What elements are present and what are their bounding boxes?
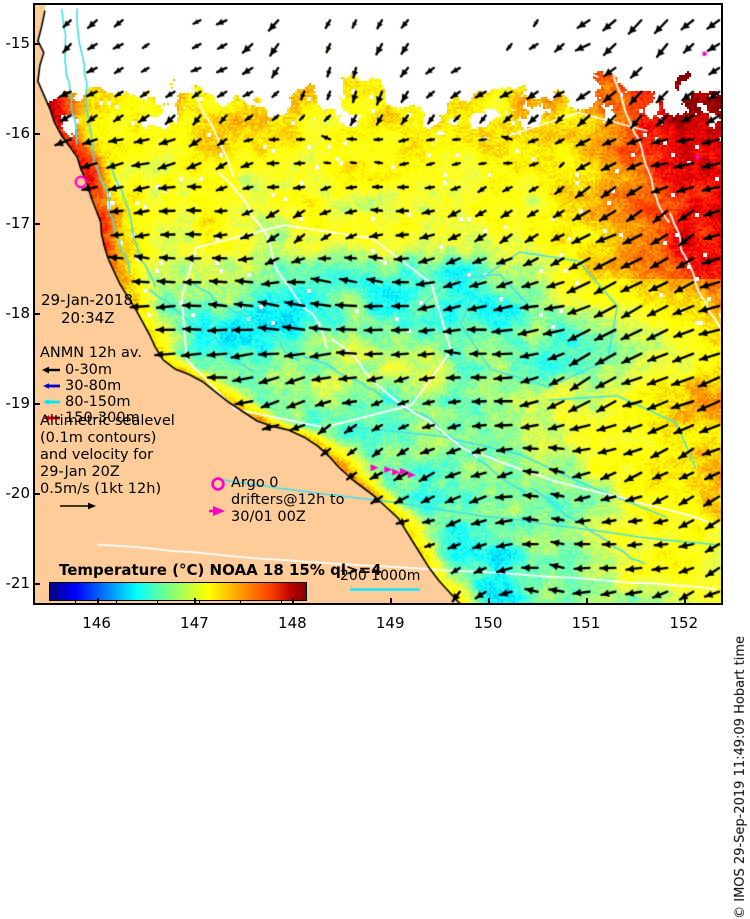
anmn-legend-item-0: 0-30m: [40, 362, 142, 378]
colorbar-tick-mark: [74, 600, 76, 603]
y-tick: [33, 223, 40, 226]
x-axis-label: 152: [669, 614, 699, 632]
colorbar-tick-label: 27: [96, 602, 136, 603]
y-axis-label: -16: [5, 124, 31, 143]
altimetry-line-4: 29-Jan 20Z: [40, 464, 120, 480]
altimetry-line-1: Altimetric sealevel: [40, 413, 175, 429]
y-axis-label: -17: [5, 214, 31, 233]
credit-block: © IMOS 29-Sep-2019 11:49:09 Hobart time: [731, 0, 749, 919]
anmn-legend-label-2: 80-150m: [65, 394, 131, 410]
velocity-scale-arrow-icon: [58, 500, 175, 517]
anmn-legend-header: ANMN 12h av.: [40, 345, 142, 361]
anmn-legend-label-1: 30-80m: [65, 378, 122, 394]
y-tick: [33, 492, 40, 495]
bathymetry-legend-line: [350, 588, 420, 591]
y-tick: [33, 582, 40, 585]
x-axis-label: 148: [278, 614, 307, 632]
y-axis-label: -15: [5, 34, 31, 53]
arrow-80-150m-icon: [40, 396, 62, 408]
x-axis-label: 151: [571, 614, 601, 632]
colorbar-tick-label: 26: [55, 602, 95, 603]
drifter-legend-labels: drifters@12h to 30/01 00Z: [231, 492, 344, 526]
y-tick: [33, 312, 40, 315]
anmn-legend-label-3: 150-300m: [65, 410, 140, 426]
velocity-and-contour-overlay: [35, 5, 721, 603]
x-tick: [390, 598, 393, 605]
y-tick: [33, 133, 40, 136]
colorbar-gradient: [49, 582, 307, 601]
arrow-150-300m-icon: [40, 412, 62, 424]
drifter-marker-icon: [207, 492, 231, 516]
credit-text: © IMOS 29-Sep-2019 11:49:09 Hobart time: [733, 636, 748, 919]
observation-date: 29-Jan-2018: [41, 291, 134, 309]
drifter-legend-line-1: drifters@12h to: [231, 492, 345, 508]
anmn-legend-item-1: 30-80m: [40, 378, 142, 394]
map-plot-frame: 29-Jan-2018 20:34Z ANMN 12h av. 0-30m: [33, 3, 723, 605]
colorbar-tick-label: 29: [179, 602, 219, 603]
y-axis-label: -21: [5, 573, 31, 592]
altimetry-line-2: (0.1m contours): [40, 430, 157, 446]
altimetry-line-3: and velocity for: [40, 447, 154, 463]
colorbar-tick-label: 28: [137, 602, 177, 603]
x-axis-label: 150: [473, 614, 503, 632]
anmn-legend-item-3: 150-300m: [40, 410, 142, 426]
colorbar-title: Temperature (°C) NOAA 18 15% ql>=4: [59, 561, 382, 579]
map-canvas-area: 29-Jan-2018 20:34Z ANMN 12h av. 0-30m: [35, 5, 721, 603]
arrow-0-30m-icon: [40, 364, 62, 376]
x-tick: [292, 598, 295, 605]
anmn-legend-item-2: 80-150m: [40, 394, 142, 410]
colorbar-tick-mark: [157, 600, 159, 603]
arrow-30-80m-icon: [40, 380, 62, 392]
anmn-mooring-legend: ANMN 12h av. 0-30m: [40, 345, 142, 426]
imos-sst-map-figure: 29-Jan-2018 20:34Z ANMN 12h av. 0-30m: [5, 0, 749, 919]
colorbar-tick-label: 31: [261, 602, 301, 603]
y-axis-label: -19: [5, 393, 31, 412]
bathymetry-legend: 200 1000m: [340, 568, 420, 591]
observation-time: 20:34Z: [61, 309, 115, 327]
x-tick: [683, 598, 686, 605]
argo-legend-row: Argo 0: [207, 475, 344, 492]
temperature-colorbar-block: Temperature (°C) NOAA 18 15% ql>=4 26272…: [43, 561, 382, 603]
colorbar-tick-mark: [281, 600, 283, 603]
argo-drifter-legend: Argo 0 drifters@12h to 30/01 00Z: [207, 475, 344, 526]
argo-float-icon: [207, 475, 231, 492]
x-tick: [585, 598, 588, 605]
colorbar-tick-mark: [239, 600, 241, 603]
y-tick: [33, 43, 40, 46]
anmn-legend-label-0: 0-30m: [65, 362, 113, 378]
x-axis-label: 146: [82, 614, 111, 632]
x-tick: [96, 598, 99, 605]
colorbar-tick-mark: [198, 600, 200, 603]
argo-legend-label: Argo 0: [231, 475, 279, 491]
y-tick: [33, 402, 40, 405]
x-axis-label: 147: [180, 614, 209, 632]
colorbar-tick-label: 30: [220, 602, 260, 603]
colorbar-tick-labels: 262728293031: [49, 600, 307, 603]
bathymetry-legend-label: 200 1000m: [340, 568, 421, 584]
drifter-legend-line-2: 30/01 00Z: [231, 509, 306, 525]
altimetry-legend: Altimetric sealevel (0.1m contours) and …: [40, 413, 175, 517]
x-axis-label: 149: [375, 614, 405, 632]
altimetry-line-5: 0.5m/s (1kt 12h): [40, 481, 162, 497]
x-tick: [488, 598, 491, 605]
colorbar-tick-mark: [116, 600, 118, 603]
y-axis-label: -18: [5, 303, 31, 322]
x-tick: [194, 598, 197, 605]
y-axis-label: -20: [5, 483, 31, 502]
drifter-legend-row: drifters@12h to 30/01 00Z: [207, 492, 344, 526]
